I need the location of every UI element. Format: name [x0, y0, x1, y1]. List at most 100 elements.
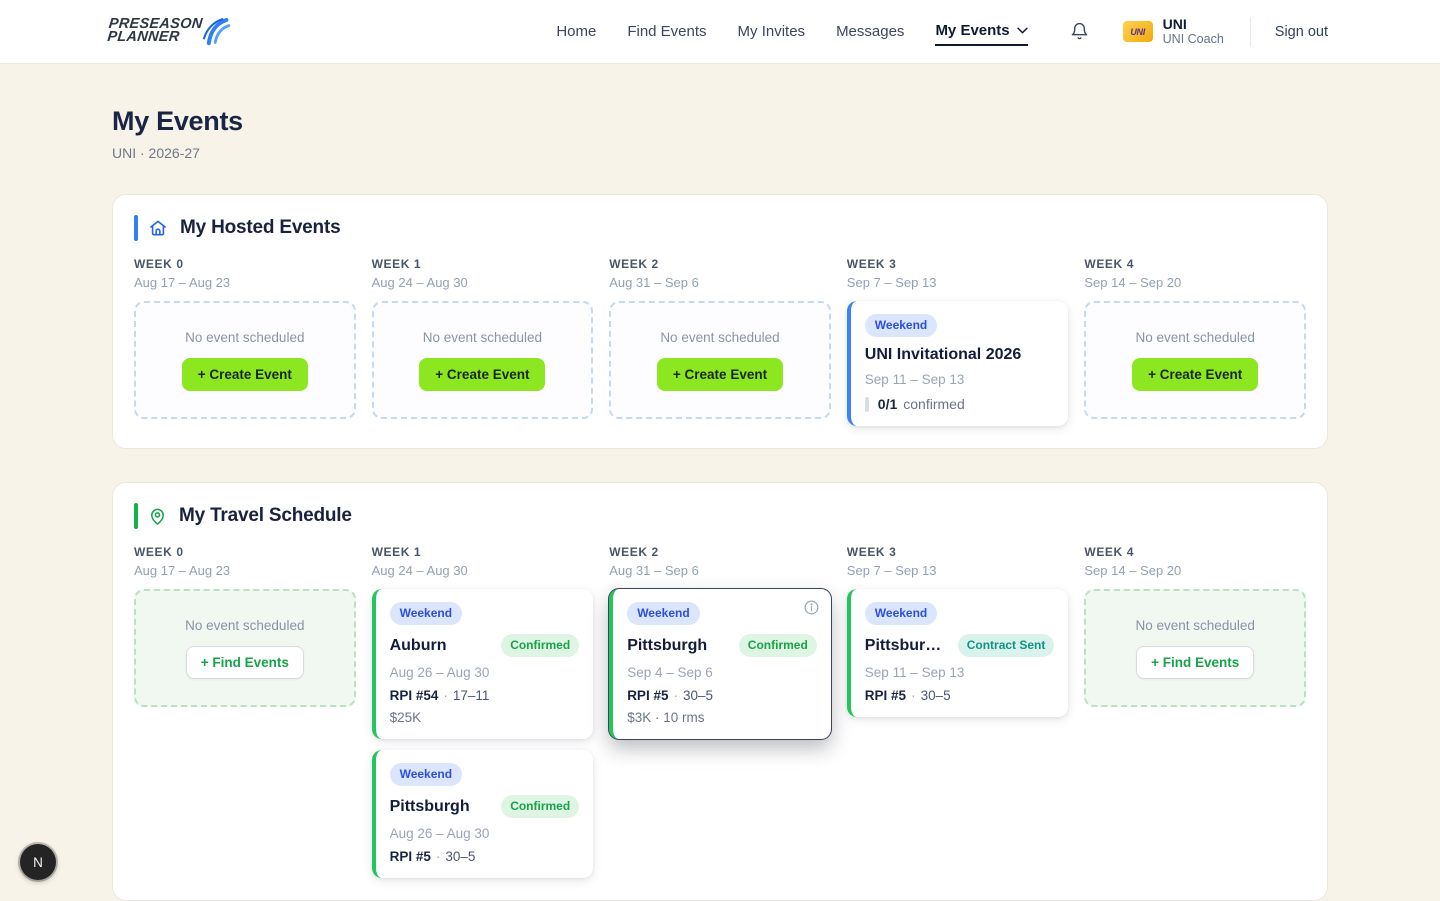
week-label: WEEK 2: [609, 257, 831, 271]
week-label: WEEK 3: [847, 545, 1069, 559]
nav-item-my-invites[interactable]: My Invites: [738, 23, 806, 40]
empty-slot-text: No event scheduled: [1136, 330, 1255, 345]
travel-empty-slot: No event scheduled + Find Events: [134, 589, 356, 707]
map-pin-icon: [148, 507, 167, 526]
floating-widget-button[interactable]: N: [20, 844, 56, 880]
user-menu[interactable]: UNI UNI UNI Coach: [1123, 16, 1224, 47]
week-dates: Aug 31 – Sep 6: [609, 275, 831, 290]
top-navbar: PRESEASON PLANNER Home Find Events My In…: [0, 0, 1440, 64]
cost-value: $3K · 10 rms: [627, 710, 817, 725]
travel-event-card-pittsburgh-w1[interactable]: Weekend Pittsburgh Confirmed Aug 26 – Au…: [372, 750, 594, 878]
week-label: WEEK 0: [134, 545, 356, 559]
confirmed-label: confirmed: [903, 396, 964, 412]
dot-separator: ·: [673, 688, 678, 703]
empty-slot-text: No event scheduled: [185, 618, 304, 633]
empty-slot-text: No event scheduled: [660, 330, 779, 345]
travel-week-2: WEEK 2 Aug 31 – Sep 6 Weekend Pittsburgh…: [609, 545, 831, 878]
hosted-week-3: WEEK 3 Sep 7 – Sep 13 Weekend UNI Invita…: [847, 257, 1069, 426]
event-dates: Sep 11 – Sep 13: [865, 665, 1055, 680]
user-role: UNI Coach: [1163, 32, 1224, 47]
travel-event-card-pittsburgh-w2[interactable]: Weekend Pittsburgh Confirmed Sep 4 – Sep…: [609, 589, 831, 739]
week-label: WEEK 1: [372, 257, 594, 271]
record-value: 17–11: [453, 688, 490, 703]
week-dates: Sep 14 – Sep 20: [1084, 275, 1306, 290]
event-meta: RPI #5 · 30–5: [627, 688, 817, 703]
week-label: WEEK 2: [609, 545, 831, 559]
travel-week-4: WEEK 4 Sep 14 – Sep 20 No event schedule…: [1084, 545, 1306, 878]
floating-widget-label: N: [33, 855, 43, 870]
avatar: UNI: [1123, 21, 1153, 42]
week-dates: Aug 31 – Sep 6: [609, 563, 831, 578]
info-icon[interactable]: [803, 599, 820, 616]
user-info: UNI UNI Coach: [1163, 16, 1224, 47]
record-value: 30–5: [683, 688, 713, 703]
travel-week-1: WEEK 1 Aug 24 – Aug 30 Weekend Auburn Co…: [372, 545, 594, 878]
find-events-button[interactable]: + Find Events: [1136, 646, 1254, 679]
sign-out-button[interactable]: Sign out: [1275, 24, 1328, 40]
status-badge: Confirmed: [501, 795, 579, 818]
dot-separator: ·: [443, 688, 448, 703]
week-label: WEEK 1: [372, 545, 594, 559]
brand-wordmark: PRESEASON PLANNER: [107, 18, 204, 45]
bell-icon: [1070, 21, 1089, 42]
travel-event-card-auburn[interactable]: Weekend Auburn Confirmed Aug 26 – Aug 30…: [372, 589, 594, 739]
travel-accent-bar: [134, 503, 138, 529]
hosted-accent-bar: [134, 215, 138, 241]
confirmed-count: 0/1: [878, 396, 897, 412]
brand-line2: PLANNER: [107, 32, 202, 45]
record-value: 30–5: [445, 849, 475, 864]
travel-weeks-grid: WEEK 0 Aug 17 – Aug 23 No event schedule…: [134, 545, 1306, 878]
dot-separator: ·: [911, 688, 916, 703]
week-dates: Aug 24 – Aug 30: [372, 563, 594, 578]
dot-separator: ·: [436, 849, 441, 864]
create-event-button[interactable]: + Create Event: [419, 358, 545, 391]
confirmed-progress: 0/1 confirmed: [865, 396, 1055, 412]
weekend-badge: Weekend: [627, 602, 699, 625]
progress-bar: [865, 397, 869, 412]
hosted-week-0: WEEK 0 Aug 17 – Aug 23 No event schedule…: [134, 257, 356, 426]
create-event-button[interactable]: + Create Event: [1132, 358, 1258, 391]
status-badge: Confirmed: [501, 634, 579, 657]
rpi-value: RPI #5: [627, 688, 668, 703]
event-dates: Sep 4 – Sep 6: [627, 665, 817, 680]
create-event-button[interactable]: + Create Event: [182, 358, 308, 391]
weekend-badge: Weekend: [390, 763, 462, 786]
week-dates: Aug 24 – Aug 30: [372, 275, 594, 290]
event-title: Auburn: [390, 637, 447, 655]
travel-section-header: My Travel Schedule: [134, 503, 1306, 529]
travel-week-0: WEEK 0 Aug 17 – Aug 23 No event schedule…: [134, 545, 356, 878]
rpi-value: RPI #5: [865, 688, 906, 703]
status-badge: Confirmed: [739, 634, 817, 657]
week-dates: Sep 7 – Sep 13: [847, 275, 1069, 290]
event-meta: RPI #5 · 30–5: [390, 849, 580, 864]
empty-slot-text: No event scheduled: [423, 330, 542, 345]
hosted-event-card[interactable]: Weekend UNI Invitational 2026 Sep 11 – S…: [847, 301, 1069, 426]
hosted-week-4: WEEK 4 Sep 14 – Sep 20 No event schedule…: [1084, 257, 1306, 426]
event-dates: Sep 11 – Sep 13: [865, 372, 1055, 387]
find-events-button[interactable]: + Find Events: [186, 646, 304, 679]
empty-slot-text: No event scheduled: [185, 330, 304, 345]
hosted-section-title: My Hosted Events: [180, 217, 340, 239]
nav-item-my-events[interactable]: My Events: [935, 18, 1027, 46]
rpi-value: RPI #5: [390, 849, 431, 864]
status-badge: Contract Sent: [958, 634, 1055, 657]
home-icon: [148, 218, 168, 238]
main-nav: Home Find Events My Invites Messages My …: [556, 18, 1027, 46]
main-content: My Events UNI · 2026-27 My Hosted Events…: [112, 64, 1328, 901]
page-title: My Events: [112, 106, 1328, 137]
event-title: UNI Invitational 2026: [865, 346, 1022, 364]
travel-event-card-pittsburgh-w3[interactable]: Weekend Pittsbur… Contract Sent Sep 11 –…: [847, 589, 1069, 717]
nav-item-find-events[interactable]: Find Events: [627, 23, 706, 40]
notifications-button[interactable]: [1070, 21, 1089, 42]
event-meta: RPI #5 · 30–5: [865, 688, 1055, 703]
brand-logo[interactable]: PRESEASON PLANNER: [108, 11, 232, 52]
hosted-empty-slot: No event scheduled + Create Event: [609, 301, 831, 419]
event-meta: RPI #54 · 17–11: [390, 688, 580, 703]
event-dates: Aug 26 – Aug 30: [390, 826, 580, 841]
create-event-button[interactable]: + Create Event: [657, 358, 783, 391]
weekend-badge: Weekend: [390, 602, 462, 625]
chevron-down-icon: [1017, 27, 1028, 34]
nav-item-home[interactable]: Home: [556, 23, 596, 40]
hosted-empty-slot: No event scheduled + Create Event: [1084, 301, 1306, 419]
nav-item-messages[interactable]: Messages: [836, 23, 904, 40]
